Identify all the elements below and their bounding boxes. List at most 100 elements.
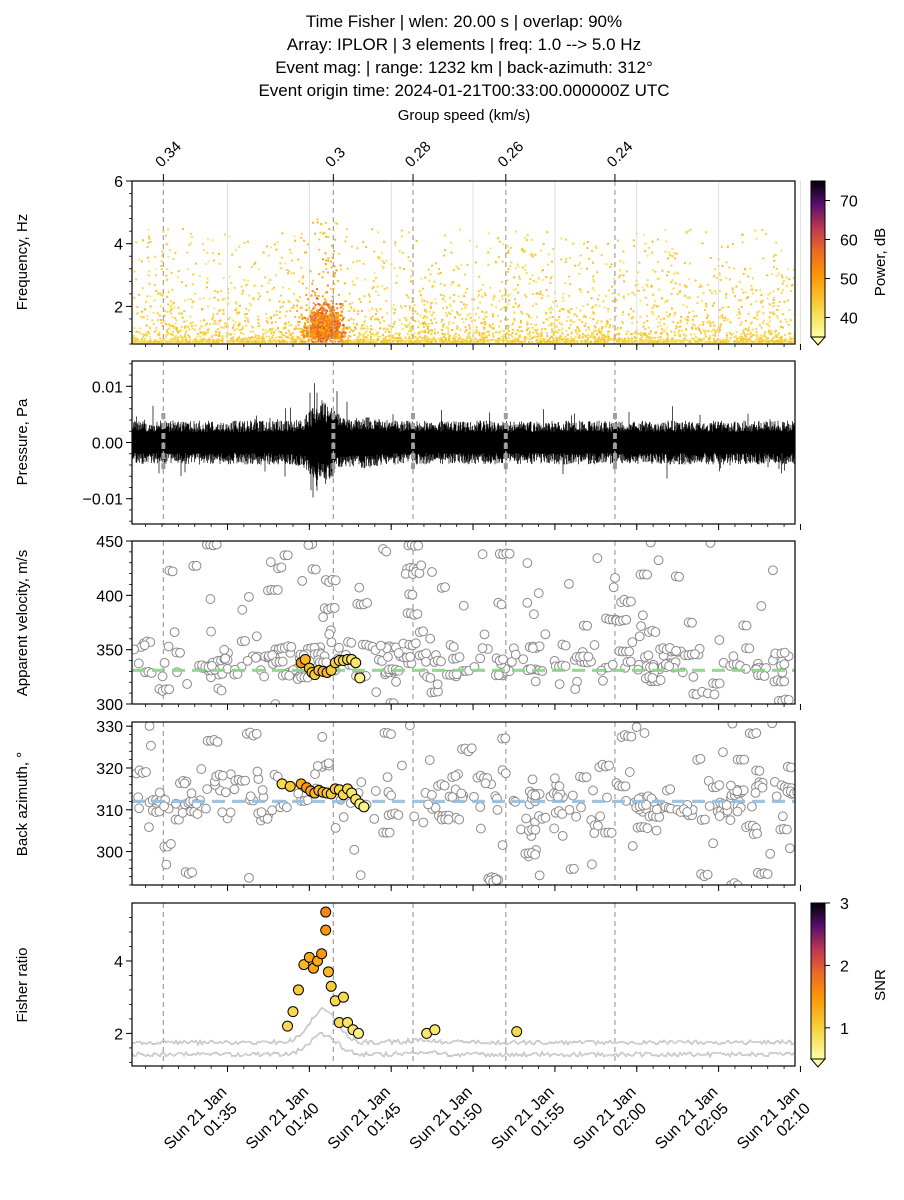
spectrogram-cell xyxy=(338,252,341,255)
spectrogram-cell xyxy=(492,327,495,330)
spectrogram-cell xyxy=(709,256,712,259)
spectrogram-cell xyxy=(201,243,204,246)
spectrogram-cell xyxy=(586,338,589,341)
spectrogram-cell xyxy=(569,319,572,322)
spectrogram-ytick-label-2: 6 xyxy=(114,174,123,191)
spectrogram-cell xyxy=(328,337,331,340)
spectrogram-cell xyxy=(178,312,181,315)
spectrogram-cell xyxy=(378,256,381,259)
spectrogram-cell xyxy=(732,291,735,294)
spectrogram-cell xyxy=(324,320,327,323)
spectrogram-cell xyxy=(489,247,492,250)
spectrogram-cell xyxy=(409,327,412,330)
spectrogram-cell xyxy=(644,242,647,245)
spectrogram-cell xyxy=(644,250,647,253)
spectrogram-cell xyxy=(199,335,202,338)
spectrogram-cell xyxy=(575,331,578,334)
background-estimate xyxy=(530,676,541,687)
spectrogram-cell xyxy=(416,339,419,342)
spectrogram-cell xyxy=(623,280,626,283)
spectrogram-cell xyxy=(324,322,327,325)
spectrogram-cell xyxy=(355,338,358,341)
spectrogram-cell xyxy=(615,306,618,309)
spectrogram-cell xyxy=(136,312,139,315)
spectrogram-cell xyxy=(457,339,460,342)
spectrogram-cell xyxy=(510,261,513,264)
spectrogram-cell xyxy=(775,333,778,336)
spectrogram-cell xyxy=(135,330,138,333)
spectrogram-cell xyxy=(383,261,386,264)
spectrogram-cell xyxy=(355,323,358,326)
spectrogram-cell xyxy=(600,338,603,341)
spectrogram-cell xyxy=(566,333,569,336)
background-estimate xyxy=(272,584,283,595)
group-speed-axis: 0.34 0.3 0.28 0.26 0.24 xyxy=(152,138,636,181)
spectrogram-cell xyxy=(250,304,253,307)
spectrogram-cell xyxy=(463,340,466,343)
spectrogram-cell xyxy=(555,338,558,341)
spectrogram-ylabel: Frequency, Hz xyxy=(14,214,31,310)
spectrogram-cell xyxy=(285,335,288,338)
spectrogram-cell xyxy=(738,340,741,343)
spectrogram-cell xyxy=(786,299,789,302)
spectrogram-cell xyxy=(327,236,330,239)
background-estimate xyxy=(610,572,620,583)
spectrogram-cell xyxy=(331,244,334,247)
spectrogram-cell xyxy=(248,336,251,339)
spectrogram-cell xyxy=(358,334,361,337)
background-estimate xyxy=(744,643,755,654)
spectrogram-cell xyxy=(600,320,603,323)
spectrogram-cell xyxy=(271,336,274,339)
spectrogram-cell xyxy=(324,252,327,255)
spectrogram-cell xyxy=(555,330,558,333)
spectrogram-cell xyxy=(656,260,659,263)
spectrogram-cell xyxy=(427,268,430,271)
spectrogram-cell xyxy=(673,252,676,255)
spectrogram-cell xyxy=(534,324,537,327)
spectrogram-cell xyxy=(666,337,669,340)
spectrogram-cell xyxy=(534,335,537,338)
spectrogram-cell xyxy=(548,339,551,342)
spectrogram-cell xyxy=(597,337,600,340)
spectrogram-cell xyxy=(148,282,151,285)
spectrogram-cell xyxy=(170,338,173,341)
spectrogram-cell xyxy=(311,334,314,337)
spectrogram-cell xyxy=(570,307,573,310)
spectrogram-cell xyxy=(506,270,509,273)
spectrogram-cell xyxy=(153,330,156,333)
spectrogram-cell xyxy=(282,327,285,330)
spectrogram-cell xyxy=(447,340,450,343)
spectrogram-cell xyxy=(774,329,777,332)
spectrogram-cell xyxy=(533,335,536,338)
spectrogram-cell xyxy=(273,286,276,289)
spectrogram-cell xyxy=(164,309,167,312)
spectrogram-cell xyxy=(682,338,685,341)
spectrogram-cell xyxy=(621,313,624,316)
spectrogram-cell xyxy=(466,337,469,340)
spectrogram-cell xyxy=(140,310,143,313)
spectrogram-cell xyxy=(374,277,377,280)
spectrogram-cell xyxy=(365,246,368,249)
spectrogram-cell xyxy=(487,339,490,342)
spectrogram-cell xyxy=(300,306,303,309)
spectrogram-cell xyxy=(334,334,337,337)
spectrogram-cell xyxy=(421,339,424,342)
spectrogram-cell xyxy=(473,340,476,343)
spectrogram-cell xyxy=(530,238,533,241)
background-estimate xyxy=(533,588,544,599)
spectrogram-cell xyxy=(548,324,551,327)
spectrogram-cell xyxy=(630,317,633,320)
spectrogram-cell xyxy=(317,303,320,306)
spectrogram-cell xyxy=(641,339,644,342)
spectrogram-cell xyxy=(317,317,320,320)
spectrogram-cell xyxy=(377,337,380,340)
spectrogram-cell xyxy=(213,296,216,299)
spectrogram-cell xyxy=(311,323,314,326)
background-estimate xyxy=(329,602,340,613)
spectrogram-cell xyxy=(439,340,442,343)
spectrogram-cell xyxy=(685,230,688,233)
spectrogram-cell xyxy=(307,243,310,246)
spectrogram-cell xyxy=(317,331,320,334)
spectrogram-cell xyxy=(725,334,728,337)
spectrogram-cell xyxy=(242,332,245,335)
